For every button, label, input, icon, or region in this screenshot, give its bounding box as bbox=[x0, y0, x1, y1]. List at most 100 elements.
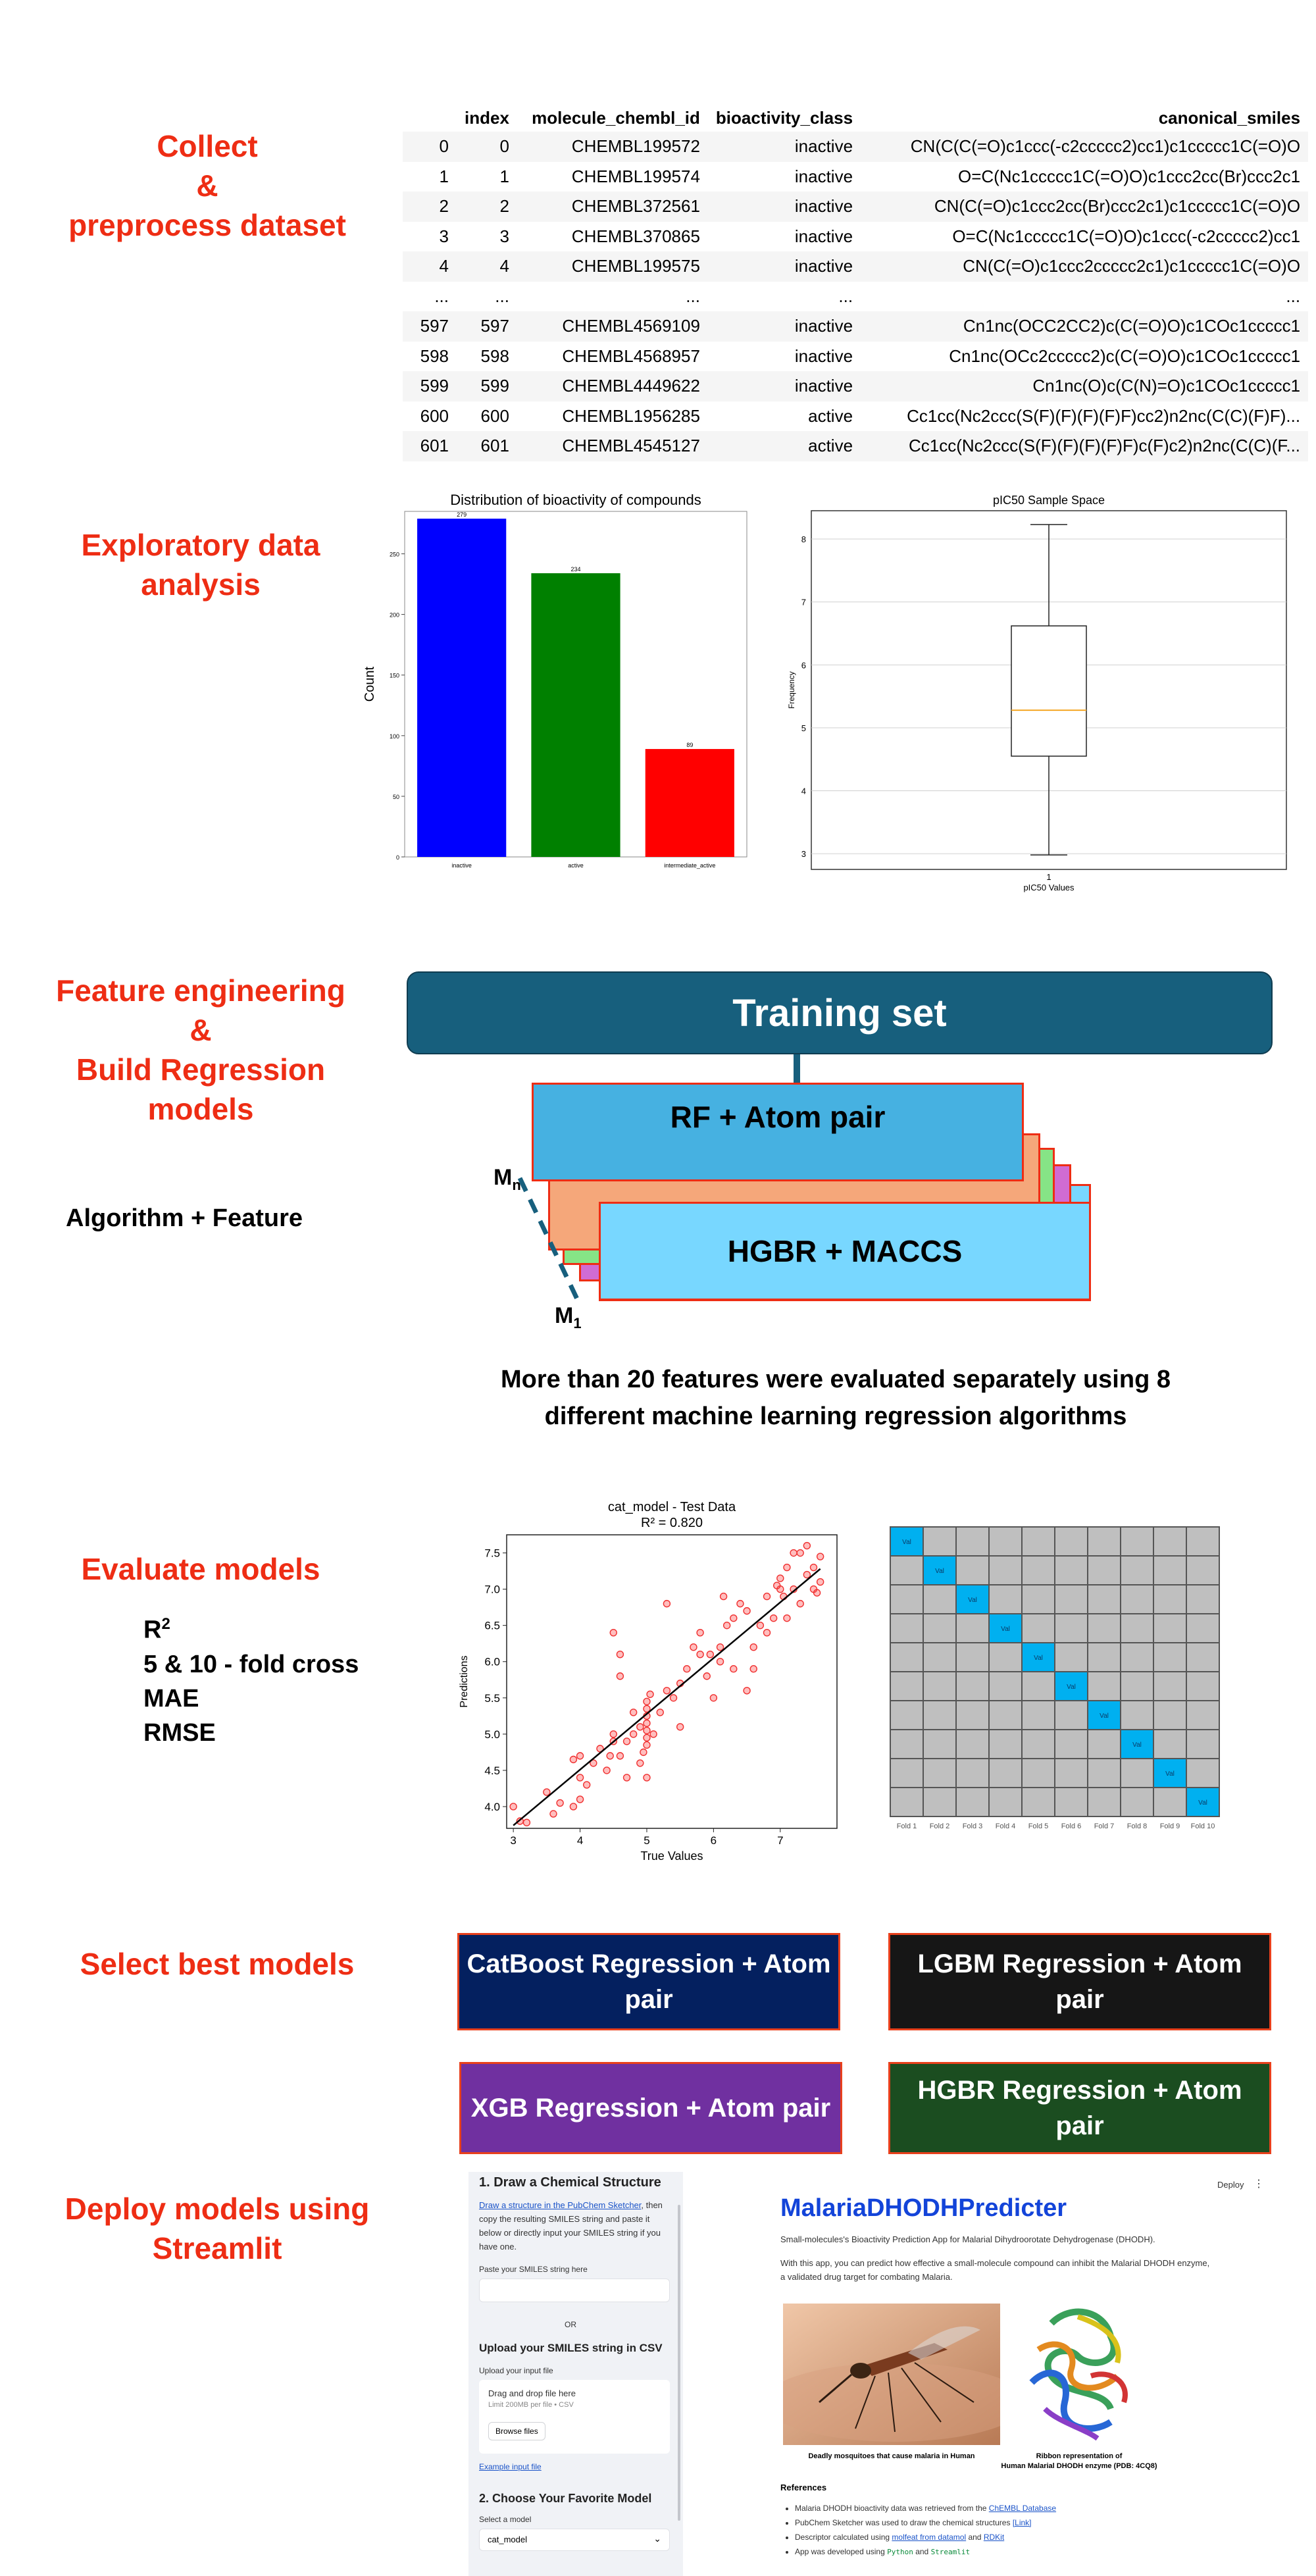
validation-cell bbox=[1120, 1729, 1154, 1759]
training-cell bbox=[890, 1613, 924, 1643]
training-cell bbox=[1021, 1729, 1055, 1759]
training-cell bbox=[1153, 1613, 1187, 1643]
training-cell bbox=[923, 1729, 957, 1759]
validation-cell bbox=[1186, 1787, 1220, 1817]
y-tick-label: 4.0 bbox=[484, 1801, 500, 1813]
metric-rmse: RMSE bbox=[143, 1718, 216, 1747]
x-tick-label: 4 bbox=[577, 1834, 583, 1847]
training-cell bbox=[1120, 1555, 1154, 1585]
scatter-point bbox=[543, 1788, 551, 1796]
y-tick-label: 150 bbox=[390, 673, 399, 679]
table-cell: 597 bbox=[420, 316, 449, 336]
training-cell bbox=[923, 1671, 957, 1701]
bar-intermediate_active bbox=[645, 749, 734, 857]
reference-item: Malaria DHODH bioactivity data was retri… bbox=[795, 2501, 1269, 2515]
pubchem-sketcher-link[interactable]: Draw a structure in the PubChem Sketcher bbox=[479, 2200, 642, 2210]
ref-text: PubChem Sketcher was used to draw the ch… bbox=[795, 2518, 1013, 2527]
mosquito-image bbox=[783, 2304, 1000, 2445]
training-cell bbox=[1021, 1787, 1055, 1817]
scatter-point bbox=[803, 1570, 811, 1579]
training-cell bbox=[1153, 1642, 1187, 1672]
best-model-hgbr: HGBR Regression + Atom pair bbox=[888, 2062, 1271, 2154]
training-cell bbox=[988, 1700, 1023, 1730]
bar-chart-title: Distribution of bioactivity of compounds bbox=[450, 492, 701, 508]
stage-eda-line1: Exploratory data bbox=[81, 528, 320, 562]
ref-text: Malaria DHODH bioactivity data was retri… bbox=[795, 2504, 989, 2513]
y-tick-label: 6 bbox=[801, 660, 806, 670]
scatter-point bbox=[813, 1589, 821, 1597]
validation-cell-label: Val bbox=[1100, 1713, 1109, 1720]
bar-active bbox=[531, 573, 620, 857]
bioactivity-bar-chart: Distribution of bioactivity of compounds… bbox=[363, 492, 747, 869]
chembl-link[interactable]: ChEMBL Database bbox=[988, 2504, 1057, 2513]
y-tick-label: 5.5 bbox=[484, 1692, 500, 1705]
deploy-button[interactable]: Deploy bbox=[1217, 2180, 1244, 2190]
table-cell: inactive bbox=[794, 376, 853, 396]
training-cell bbox=[988, 1787, 1023, 1817]
training-cell bbox=[1087, 1526, 1121, 1557]
scatter-point bbox=[769, 1614, 778, 1622]
validation-cell-label: Val bbox=[935, 1568, 944, 1575]
app-intro-2: With this app, you can predict how effec… bbox=[780, 2258, 1210, 2282]
table-header: canonical_smiles bbox=[1158, 107, 1301, 128]
dataset-table: index molecule_chembl_id bioactivity_cla… bbox=[403, 104, 1309, 461]
scatter-point bbox=[690, 1643, 697, 1651]
training-cell bbox=[1054, 1642, 1088, 1672]
training-cell bbox=[1087, 1642, 1121, 1672]
scatter-point bbox=[606, 1752, 614, 1760]
cat-model-scatter-plot: cat_model - Test Data R² = 0.820 3 4 5 6 7 4.0 4… bbox=[459, 1500, 838, 1863]
stage-collect-line3: preprocess dataset bbox=[68, 208, 346, 242]
metric-r2-label: R bbox=[143, 1616, 162, 1644]
app-intro-1: Small-molecules's Bioactivity Prediction… bbox=[780, 2234, 1155, 2244]
sidebar-scrollbar[interactable] bbox=[678, 2205, 680, 2521]
scatter-point bbox=[696, 1651, 704, 1659]
validation-cell-label: Val bbox=[1067, 1684, 1076, 1691]
cross-validation-grid: Val Val Val Val Val Val Val Val Val Val Fold 1 Fold… bbox=[890, 1526, 1220, 1830]
table-cell: Cn1nc(OCC2CC2)c(C(=O)O)c1COc1ccccc1 bbox=[963, 316, 1301, 336]
best-model-lgbm: LGBM Regression + Atom pair bbox=[888, 1933, 1271, 2030]
pubchem-link[interactable]: [Link] bbox=[1012, 2518, 1032, 2527]
training-cell bbox=[1054, 1613, 1088, 1643]
training-cell bbox=[1120, 1584, 1154, 1614]
stage-deploy-line1: Deploy models using bbox=[64, 2192, 370, 2226]
model-select[interactable]: cat_model ⌄ bbox=[479, 2529, 670, 2551]
stage-select-title: Select best models bbox=[80, 1947, 355, 1981]
training-cell bbox=[1021, 1671, 1055, 1701]
scatter-point bbox=[569, 1803, 578, 1811]
training-cell bbox=[955, 1555, 990, 1585]
example-input-link[interactable]: Example input file bbox=[479, 2462, 542, 2471]
scatter-point bbox=[643, 1705, 651, 1713]
scatter-point bbox=[703, 1672, 711, 1680]
file-dropzone[interactable]: Drag and drop file here Limit 200MB per … bbox=[479, 2380, 670, 2454]
chevron-down-icon: ⌄ bbox=[653, 2533, 661, 2544]
metrics-list: R2 5 & 10 - fold cross MAE RMSE bbox=[143, 1607, 359, 1750]
main-menu-icon[interactable]: ⋮ bbox=[1253, 2178, 1264, 2190]
scatter-point bbox=[730, 1665, 738, 1673]
upload-title: Upload your SMILES string in CSV bbox=[479, 2342, 663, 2354]
molfeat-link[interactable]: molfeat from datamol bbox=[892, 2533, 967, 2542]
y-tick-label: 6.5 bbox=[484, 1620, 500, 1632]
training-cell bbox=[988, 1555, 1023, 1585]
metric-r2-sup: 2 bbox=[161, 1615, 170, 1633]
table-row: 597 597 CHEMBL4569109 inactive Cn1nc(OCC2CC2… bbox=[403, 311, 1309, 342]
stage-feature-title: Feature engineering & Build Regression m… bbox=[33, 971, 368, 1129]
rdkit-link[interactable]: RDKit bbox=[983, 2533, 1005, 2542]
fold-label: Fold 1 bbox=[897, 1822, 917, 1830]
model-card-rf-atom-pair: RF + Atom pair bbox=[532, 1083, 1024, 1181]
table-header: bioactivity_class bbox=[715, 107, 853, 128]
smiles-input[interactable] bbox=[479, 2279, 670, 2302]
training-cell bbox=[923, 1642, 957, 1672]
training-cell bbox=[1054, 1787, 1088, 1817]
scatter-point bbox=[796, 1549, 804, 1557]
training-cell bbox=[1087, 1758, 1121, 1788]
caption-line1: More than 20 features were evaluated sep… bbox=[501, 1366, 1171, 1393]
browse-files-button[interactable]: Browse files bbox=[488, 2422, 545, 2440]
scatter-title: cat_model - Test Data bbox=[608, 1500, 736, 1514]
fold-label: Fold 5 bbox=[1028, 1822, 1049, 1830]
table-cell: 599 bbox=[480, 376, 509, 396]
x-tick-label: active bbox=[568, 862, 584, 869]
scatter-point bbox=[643, 1719, 651, 1728]
scatter-point bbox=[569, 1755, 578, 1764]
stage-feature-line2: & bbox=[190, 1013, 212, 1047]
y-tick-label: 200 bbox=[390, 612, 399, 619]
